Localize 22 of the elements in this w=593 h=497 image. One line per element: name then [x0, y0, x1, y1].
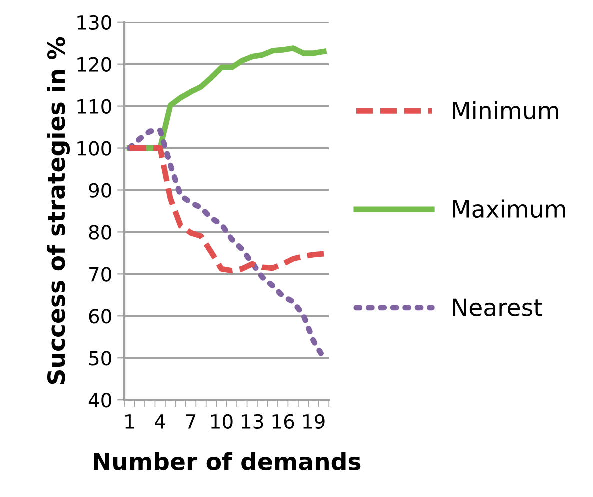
- x-tick-label: 4: [155, 414, 166, 429]
- y-tick-label: 90: [89, 183, 112, 198]
- y-tick-label: 80: [89, 225, 112, 240]
- x-axis-title: Number of demands: [94, 452, 361, 471]
- y-tick-label: 120: [78, 57, 112, 72]
- y-tick-label: 110: [78, 99, 112, 114]
- y-tick-label: 50: [89, 351, 112, 366]
- y-tick-label: 70: [90, 267, 112, 282]
- legend-label: Maximum: [453, 200, 566, 218]
- y-tick-label: 40: [88, 393, 112, 408]
- y-tick-label: 130: [78, 15, 112, 30]
- x-tick-label: 13: [242, 414, 264, 430]
- legend-label: Minimum: [453, 101, 558, 120]
- y-tick-label: 100: [78, 141, 112, 156]
- legend-label: Nearest: [453, 298, 542, 316]
- y-axis-title: Success of strategies in %: [47, 37, 70, 384]
- x-tick-label: 1: [126, 414, 134, 429]
- x-tick-label: 7: [186, 414, 196, 429]
- y-tick-label: 60: [89, 309, 112, 324]
- x-tick-label: 19: [304, 414, 325, 430]
- x-tick-label: 16: [272, 414, 294, 430]
- x-tick-label: 10: [211, 414, 233, 430]
